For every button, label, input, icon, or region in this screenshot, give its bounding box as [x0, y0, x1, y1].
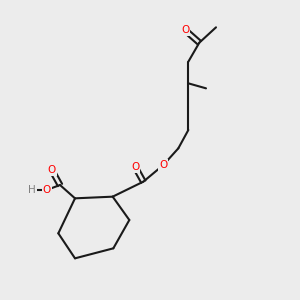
- Text: O: O: [181, 25, 189, 35]
- Text: O: O: [47, 165, 56, 175]
- Text: O: O: [159, 160, 167, 170]
- Text: H: H: [28, 185, 35, 195]
- Text: O: O: [43, 185, 51, 195]
- Text: O: O: [131, 162, 139, 172]
